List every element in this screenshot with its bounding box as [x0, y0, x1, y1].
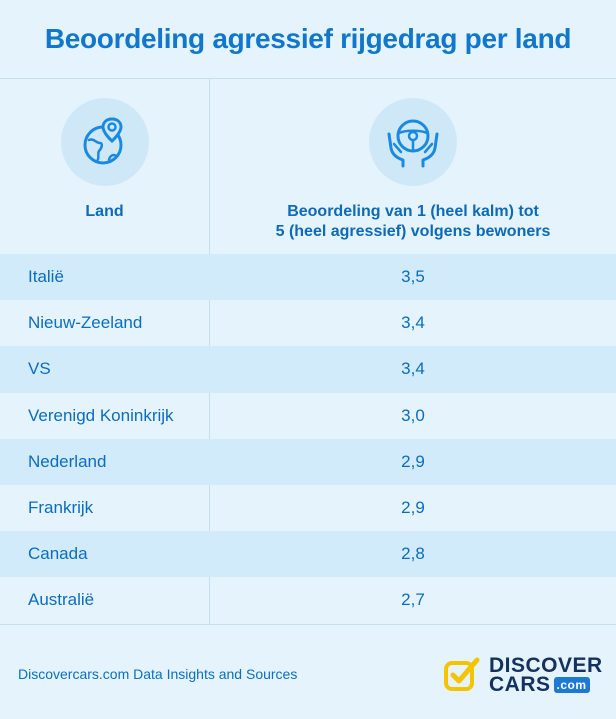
country-column-label: Land [85, 203, 124, 220]
table-row: VS 3,4 [0, 346, 616, 393]
score-column-label: Beoordeling van 1 (heel kalm) tot 5 (hee… [276, 202, 551, 242]
score-cell: 2,8 [401, 544, 425, 564]
ratings-table: Italië 3,5 Nieuw-Zeeland 3,4 VS 3,4 Vere… [0, 254, 616, 624]
table-row: Verenigd Koninkrijk 3,0 [0, 393, 616, 439]
source-note: Discovercars.com Data Insights and Sourc… [18, 666, 298, 682]
divider-bottom [0, 624, 616, 625]
score-cell: 3,0 [401, 405, 425, 425]
country-cell: Nieuw-Zeeland [28, 313, 143, 333]
table-row: Frankrijk 2,9 [0, 485, 616, 531]
score-cell: 2,9 [401, 498, 425, 518]
table-row: Canada 2,8 [0, 531, 616, 578]
table-row: Italië 3,5 [0, 254, 616, 301]
steering-wheel-hands-icon [369, 98, 457, 186]
country-cell: Australië [28, 590, 95, 610]
country-cell: VS [28, 359, 51, 379]
country-column-header: Land [0, 79, 209, 254]
score-label-line1: Beoordeling van 1 (heel kalm) tot [287, 203, 539, 220]
country-cell: Italië [28, 267, 64, 287]
score-column-header: Beoordeling van 1 (heel kalm) tot 5 (hee… [210, 79, 616, 254]
score-cell: 3,4 [401, 313, 425, 333]
score-cell: 3,4 [401, 359, 425, 379]
table-row: Nederland 2,9 [0, 438, 616, 485]
table-row: Australië 2,7 [0, 577, 616, 623]
logo-dotcom-badge: .com [553, 676, 590, 693]
score-cell: 2,9 [401, 451, 425, 471]
logo-word-cars: CARS .com [489, 673, 603, 696]
country-cell: Frankrijk [28, 498, 94, 518]
logo-word-discover: DISCOVER [489, 654, 603, 677]
discovercars-logo: DISCOVER CARS .com [443, 652, 603, 698]
globe-location-pin-icon [60, 98, 149, 186]
score-cell: 2,7 [401, 590, 425, 610]
score-label-line2: 5 (heel agressief) volgens bewoners [275, 223, 551, 240]
score-cell: 3,5 [401, 267, 425, 287]
table-row: Nieuw-Zeeland 3,4 [0, 300, 616, 346]
divider-top [0, 78, 616, 79]
country-cell: Verenigd Koninkrijk [28, 405, 174, 425]
country-cell: Canada [28, 544, 88, 564]
checkbox-check-icon [444, 657, 480, 691]
page-title: Beoordeling agressief rijgedrag per land [44, 23, 572, 54]
country-cell: Nederland [28, 451, 107, 471]
logo-cars-text: CARS [489, 673, 551, 696]
